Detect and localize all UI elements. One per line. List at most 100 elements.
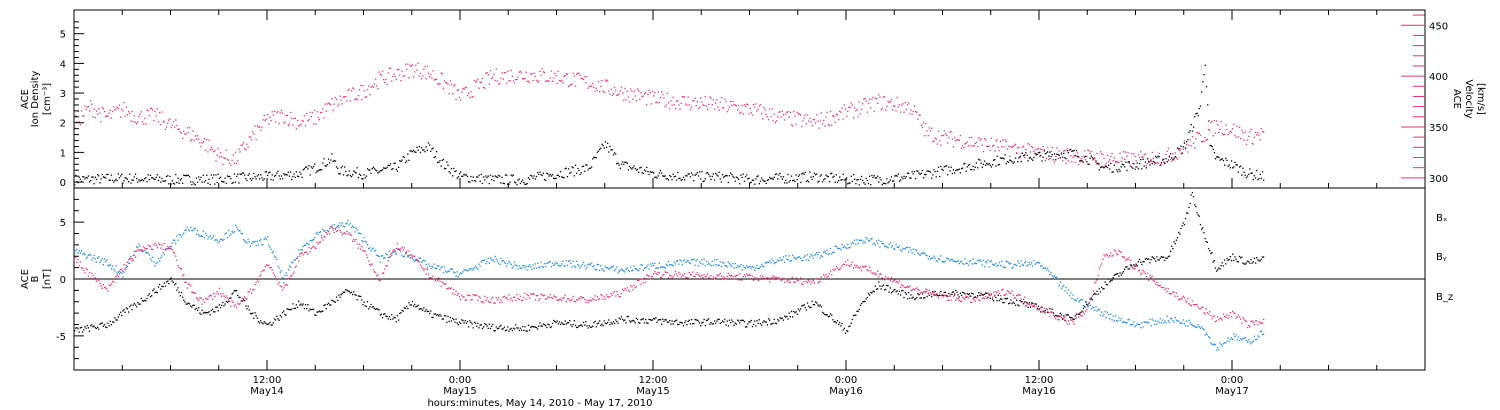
density-point	[1075, 149, 1078, 152]
b-bx-point	[179, 295, 181, 297]
density-point	[547, 173, 549, 175]
b-bz-point	[77, 258, 79, 261]
b-bz-point	[358, 243, 361, 245]
velocity-point	[1010, 145, 1012, 148]
density-point	[1157, 155, 1159, 157]
density-point	[543, 178, 546, 181]
b-bx-point	[356, 299, 358, 301]
b-bz-point	[914, 288, 917, 290]
b-bz-point	[639, 278, 641, 280]
velocity-point	[117, 107, 119, 109]
b-by-point	[740, 264, 742, 266]
density-point	[559, 171, 562, 173]
b-bz-point	[256, 279, 258, 281]
b-bz-point	[667, 277, 670, 279]
density-point	[671, 179, 673, 181]
b-by-point	[769, 260, 771, 262]
b-by-point	[977, 259, 979, 262]
b-by-point	[226, 236, 229, 239]
b-bz-point	[929, 292, 932, 294]
velocity-point	[201, 142, 203, 144]
b-bz-point	[765, 277, 767, 279]
velocity-point	[622, 92, 624, 94]
b-by-point	[160, 257, 162, 259]
density-point	[545, 179, 547, 182]
b-by-point	[810, 253, 812, 256]
velocity-point	[1161, 158, 1164, 160]
density-point	[619, 167, 621, 169]
density-point	[1049, 151, 1051, 153]
b-bx-point	[577, 326, 579, 328]
b-bx-point	[510, 327, 512, 330]
b-bz-point	[313, 245, 315, 247]
velocity-point	[1094, 157, 1096, 160]
b-bx-point	[925, 291, 927, 293]
b-by-point	[986, 261, 988, 264]
density-point	[144, 178, 146, 180]
b-bx-point	[582, 321, 585, 324]
density-point	[591, 166, 593, 168]
b-bx-point	[689, 323, 692, 325]
density-point	[627, 169, 629, 171]
density-point	[491, 179, 493, 181]
b-by-point	[210, 238, 212, 240]
b-by-point	[1178, 320, 1180, 322]
b-bx-point	[1155, 260, 1157, 262]
velocity-point	[1188, 144, 1190, 146]
b-by-point	[911, 252, 913, 254]
b-by-point	[872, 243, 874, 245]
b-by-point	[998, 261, 1001, 264]
b-by-point	[827, 254, 829, 256]
b-bx-point	[233, 290, 235, 292]
density-point	[896, 175, 898, 177]
velocity-point	[357, 95, 360, 97]
b-bz-point	[651, 276, 654, 278]
b-bx-point	[352, 293, 354, 296]
b-bx-point	[1090, 297, 1092, 299]
b-bx-point	[247, 305, 249, 308]
density-point	[1063, 152, 1065, 155]
b-bx-point	[88, 330, 91, 332]
b-bz-point	[245, 297, 247, 299]
b-by-point	[821, 256, 824, 258]
density-point	[129, 173, 131, 175]
b-by-point	[832, 251, 834, 253]
velocity-point	[748, 113, 750, 115]
b-by-point	[523, 264, 525, 267]
b-bx-point	[1201, 228, 1203, 230]
density-point	[1166, 161, 1168, 163]
velocity-point	[904, 102, 906, 104]
b-bx-point	[1173, 241, 1175, 243]
b-by-point	[527, 265, 530, 267]
density-point	[1034, 152, 1036, 155]
b-by-point	[593, 264, 595, 267]
b-by-point	[1058, 284, 1060, 286]
velocity-point	[950, 130, 952, 132]
b-bz-point	[681, 274, 683, 276]
b-by-point	[805, 259, 808, 261]
velocity-point	[923, 122, 925, 124]
density-point	[206, 174, 208, 176]
velocity-point	[144, 117, 146, 120]
density-point	[468, 181, 470, 183]
b-bz-point	[76, 261, 78, 264]
b-bx-point	[418, 308, 420, 310]
velocity-point	[316, 111, 318, 113]
b-bz-point	[395, 247, 397, 250]
b-by-point	[369, 247, 371, 249]
velocity-point	[456, 89, 458, 92]
b-bz-point	[852, 267, 855, 269]
velocity-point	[1209, 129, 1211, 131]
b-bx-point	[1151, 256, 1153, 258]
b-bz-point	[439, 280, 441, 282]
b-bx-point	[314, 314, 316, 316]
density-point	[265, 171, 268, 173]
density-point	[362, 178, 364, 180]
b-bz-point	[225, 295, 227, 297]
b-bx-point	[1006, 297, 1009, 300]
density-point	[1025, 152, 1027, 154]
b-bx-point	[1219, 268, 1221, 270]
b-bz-point	[88, 272, 91, 274]
b-bx-point	[792, 316, 794, 318]
density-point	[571, 166, 573, 168]
